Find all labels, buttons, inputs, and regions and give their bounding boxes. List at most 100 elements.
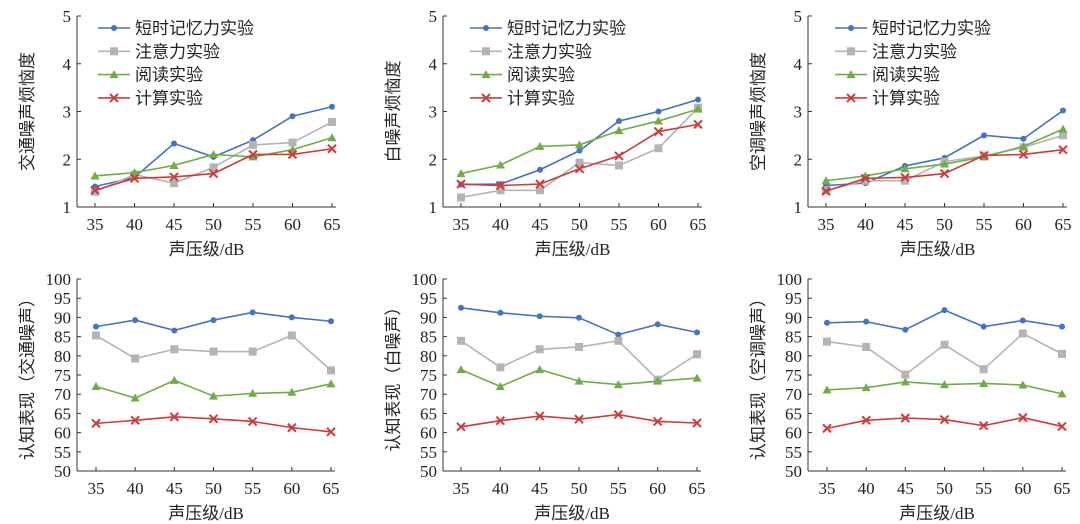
legend-marker [109,70,119,79]
y-tick-label: 65 [785,404,802,423]
data-point [457,193,465,202]
x-tick-label: 35 [819,479,836,498]
y-tick-label: 3 [429,103,438,122]
y-tick-label: 70 [420,385,437,404]
data-point [247,416,258,427]
data-point [902,326,909,333]
data-point [171,140,177,147]
data-point [979,365,988,374]
series-square [92,331,335,375]
data-point [693,350,701,359]
y-tick-label: 5 [63,7,72,26]
legend-label: 短时记忆力实验 [872,19,991,38]
data-point [169,160,179,169]
data-point [822,385,832,394]
data-point [537,166,543,173]
x-tick-label: 35 [453,479,470,498]
y-tick-label: 65 [420,404,437,423]
y-tick-label: 50 [785,462,802,481]
data-point [248,149,258,160]
data-point [863,318,870,325]
legend-item: 注意力实验 [835,42,957,61]
x-axis-label: 声压级/dB [535,240,611,259]
data-point [939,414,950,425]
y-tick-label: 2 [794,150,803,169]
y-tick-label: 65 [54,404,71,423]
y-tick-label: 60 [785,424,802,443]
x-tick-label: 45 [897,479,914,498]
data-point [171,327,178,334]
data-point [615,331,622,338]
data-point [900,413,911,423]
data-point [1059,323,1065,330]
series-x [456,409,702,432]
data-point [170,345,179,354]
data-point [575,140,584,149]
y-tick-label: 4 [794,55,803,74]
legend-item: 阅读实验 [98,66,203,85]
series-triangle [456,104,703,178]
data-point [90,185,100,195]
data-point [614,151,624,161]
data-point [248,152,258,161]
y-axis-label: 认知表现（空调噪声） [749,290,768,460]
data-point [327,133,337,142]
data-point [130,168,139,177]
y-tick-label: 90 [785,308,802,327]
data-point [130,415,140,426]
data-point [1018,380,1028,389]
data-point [575,342,583,351]
data-point [653,376,663,385]
x-tick-label: 40 [858,479,875,498]
y-tick-label: 95 [54,289,71,308]
data-point [861,415,871,426]
data-point [93,323,99,330]
legend-marker [483,25,489,31]
data-point [1020,135,1027,142]
legend-item: 注意力实验 [98,42,220,61]
y-tick-label: 60 [54,424,71,443]
data-point [249,309,256,316]
legend-item: 计算实验 [470,89,575,108]
data-point [495,382,505,391]
data-point [940,340,949,349]
series-x [91,412,336,437]
x-tick-label: 35 [87,215,104,234]
y-tick-label: 1 [63,198,72,217]
data-point [692,373,702,382]
data-point [535,365,545,374]
x-tick-label: 35 [818,215,835,234]
x-axis-label: 声压级/dB [169,240,245,259]
legend-label: 短时记忆力实验 [507,19,626,38]
x-tick-label: 45 [166,215,183,234]
y-tick-label: 75 [785,366,802,385]
data-point [1059,131,1067,140]
legend-marker [481,93,491,103]
x-tick-label: 55 [611,215,628,234]
x-tick-label: 55 [976,215,993,234]
legend-item: 计算实验 [98,89,203,108]
data-point [900,377,910,386]
y-axis-label: 交通噪声烦恼度 [18,52,37,171]
data-point [1057,389,1067,398]
data-point [289,113,296,120]
y-tick-label: 3 [794,103,803,122]
data-point [576,314,582,321]
y-tick-label: 80 [420,347,437,366]
data-point [288,314,295,321]
data-point [695,96,701,103]
data-point [1019,141,1028,150]
data-point [941,307,948,314]
data-point [209,149,218,158]
data-point [900,164,910,173]
x-tick-label: 40 [127,479,144,498]
legend-item: 阅读实验 [835,66,940,85]
series-x [90,144,337,195]
series-circle [824,307,1065,333]
data-point [326,379,336,388]
data-point [1018,149,1029,160]
data-point [458,304,464,311]
data-point [169,172,179,182]
